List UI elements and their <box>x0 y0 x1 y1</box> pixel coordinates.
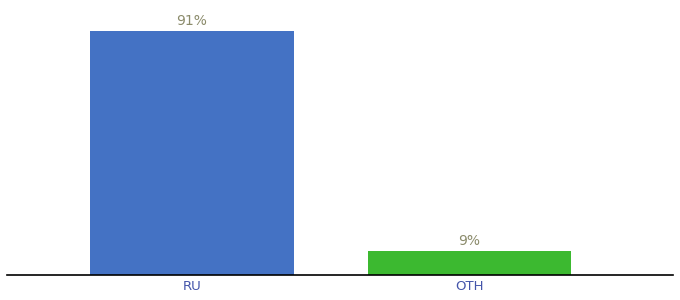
Bar <box>368 251 571 275</box>
Bar <box>90 31 294 275</box>
Text: 9%: 9% <box>458 234 481 248</box>
Text: 91%: 91% <box>177 14 207 28</box>
